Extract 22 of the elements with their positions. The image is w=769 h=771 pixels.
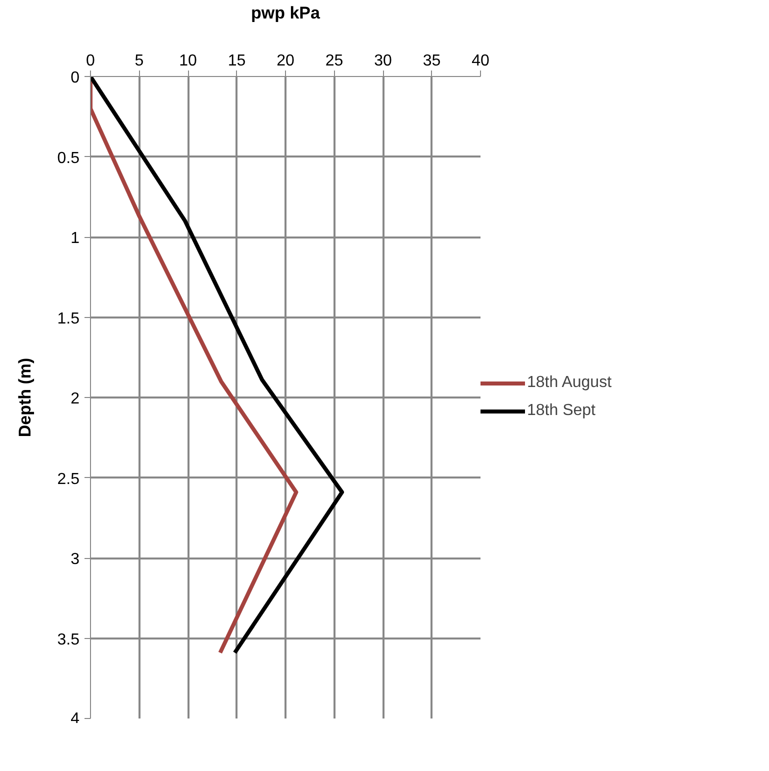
x-tick-label: 15 (228, 52, 246, 70)
y-tick-label: 3 (70, 551, 80, 568)
x-tick-label: 30 (374, 52, 392, 70)
y-tick-label: 1 (70, 230, 80, 247)
y-tick-label: 3.5 (57, 631, 80, 648)
y-axis-title: Depth (m) (15, 358, 34, 438)
x-axis-title: pwp kPa (251, 4, 321, 22)
legend-label: 18th August (527, 374, 612, 392)
x-tick-label: 10 (179, 52, 197, 70)
x-tick-label: 35 (422, 52, 441, 70)
y-tick-label: 0 (70, 70, 80, 86)
y-tick-label: 0.5 (57, 150, 80, 167)
line-series (90, 76, 344, 655)
x-tick-label: 5 (134, 52, 144, 70)
x-tick-label: 0 (86, 52, 96, 70)
legend-label: 18th Sept (527, 402, 596, 420)
y-tick-label: 2.5 (57, 470, 80, 488)
y-tick-label: 1.5 (57, 310, 80, 328)
x-tick-label: 20 (276, 52, 294, 70)
y-tick-label: 2 (70, 390, 80, 408)
x-tick-label: 40 (472, 52, 490, 70)
x-tick-label: 25 (325, 52, 344, 70)
